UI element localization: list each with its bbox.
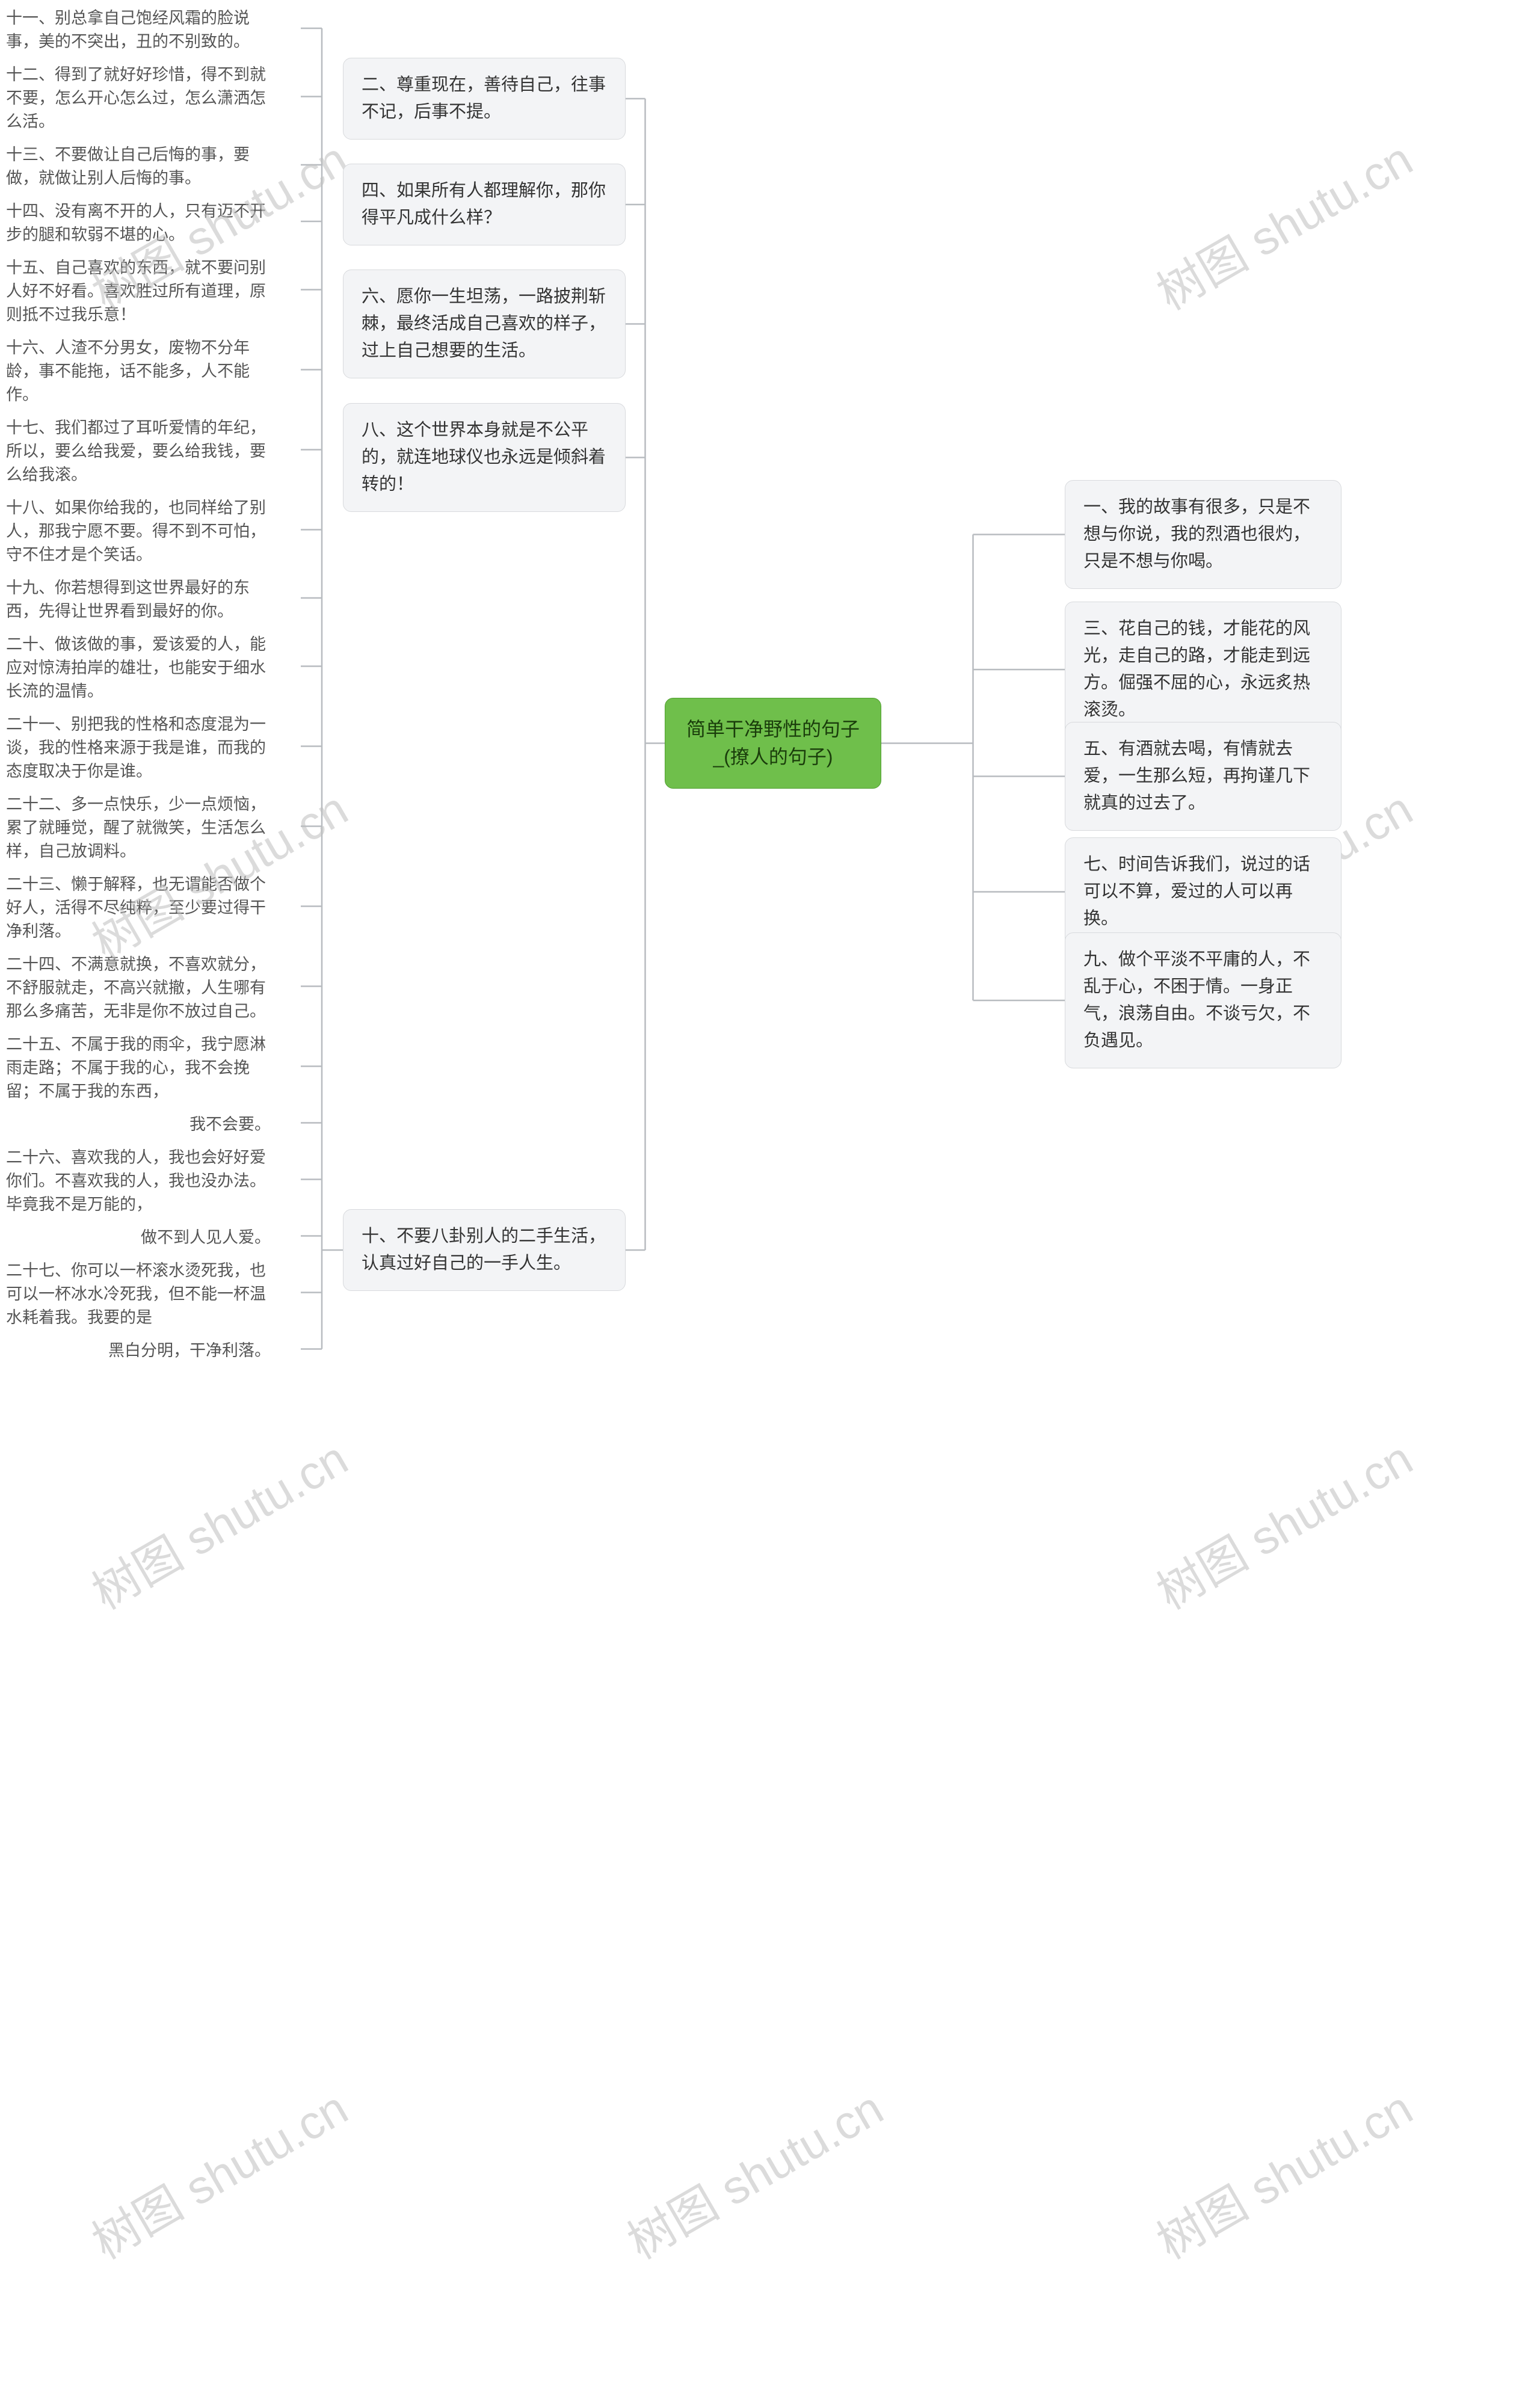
mindmap-node: 五、有酒就去喝，有情就去爱，一生那么短，再拘谨几下就真的过去了。 bbox=[1065, 722, 1341, 831]
mindmap-leaf: 二十六、喜欢我的人，我也会好好爱你们。不喜欢我的人，我也没办法。毕竟我不是万能的… bbox=[0, 1139, 277, 1219]
mindmap-node: 三、花自己的钱，才能花的风光，走自己的路，才能走到远方。倔强不屈的心，永远炙热滚… bbox=[1065, 602, 1341, 738]
mindmap-leaf: 二十五、不属于我的雨伞，我宁愿淋雨走路；不属于我的心，我不会挽留；不属于我的东西… bbox=[0, 1026, 277, 1106]
mindmap-leaf: 做不到人见人爱。 bbox=[0, 1219, 277, 1252]
mindmap-node: 六、愿你一生坦荡，一路披荆斩棘，最终活成自己喜欢的样子，过上自己想要的生活。 bbox=[343, 270, 626, 378]
mindmap-node: 九、做个平淡不平庸的人，不乱于心，不困于情。一身正气，浪荡自由。不谈亏欠，不负遇… bbox=[1065, 932, 1341, 1068]
mindmap-leaf: 十一、别总拿自己饱经风霜的脸说事，美的不突出，丑的不别致的。 bbox=[0, 0, 277, 57]
root-node: 简单干净野性的句子_(撩人的句子) bbox=[665, 698, 881, 789]
mindmap-node: 二、尊重现在，善待自己，往事不记，后事不提。 bbox=[343, 58, 626, 140]
mindmap-node: 一、我的故事有很多，只是不想与你说，我的烈酒也很灼，只是不想与你喝。 bbox=[1065, 480, 1341, 589]
mindmap-leaf: 二十、做该做的事，爱该爱的人，能应对惊涛拍岸的雄壮，也能安于细水长流的温情。 bbox=[0, 626, 277, 706]
mindmap-leaf: 二十三、懒于解释，也无谓能否做个好人，活得不尽纯粹，至少要过得干净利落。 bbox=[0, 866, 277, 946]
mindmap-leaf: 十九、你若想得到这世界最好的东西，先得让世界看到最好的你。 bbox=[0, 570, 277, 626]
mindmap-node: 十、不要八卦别人的二手生活，认真过好自己的一手人生。 bbox=[343, 1209, 626, 1291]
mindmap-leaf: 十三、不要做让自己后悔的事，要做，就做让别人后悔的事。 bbox=[0, 137, 277, 193]
watermark: 树图 shutu.cn bbox=[1143, 123, 1423, 323]
mindmap-leaf: 黑白分明，干净利落。 bbox=[0, 1332, 277, 1366]
mindmap-leaf: 十七、我们都过了耳听爱情的年纪，所以，要么给我爱，要么给我钱，要么给我滚。 bbox=[0, 410, 277, 490]
mindmap-node: 四、如果所有人都理解你，那你得平凡成什么样？ bbox=[343, 164, 626, 245]
mindmap-leaf: 二十七、你可以一杯滚水烫死我，也可以一杯冰水冷死我，但不能一杯温水耗着我。我要的… bbox=[0, 1252, 277, 1332]
mindmap-leaf: 十五、自己喜欢的东西，就不要问别人好不好看。喜欢胜过所有道理，原则抵不过我乐意！ bbox=[0, 250, 277, 330]
mindmap-leaf: 二十四、不满意就换，不喜欢就分，不舒服就走，不高兴就撤，人生哪有那么多痛苦，无非… bbox=[0, 946, 277, 1026]
mindmap-node: 七、时间告诉我们，说过的话可以不算，爱过的人可以再换。 bbox=[1065, 837, 1341, 946]
mindmap-leaf: 二十二、多一点快乐，少一点烦恼，累了就睡觉，醒了就微笑，生活怎么样，自己放调料。 bbox=[0, 786, 277, 866]
watermark: 树图 shutu.cn bbox=[78, 2072, 358, 2272]
mindmap-leaf: 十六、人渣不分男女，废物不分年龄，事不能拖，话不能多，人不能作。 bbox=[0, 330, 277, 410]
watermark: 树图 shutu.cn bbox=[614, 2072, 893, 2272]
mindmap-leaf: 我不会要。 bbox=[0, 1106, 277, 1139]
watermark: 树图 shutu.cn bbox=[78, 1422, 358, 1622]
watermark: 树图 shutu.cn bbox=[1143, 1422, 1423, 1622]
mindmap-leaf: 十四、没有离不开的人，只有迈不开步的腿和软弱不堪的心。 bbox=[0, 193, 277, 250]
watermark: 树图 shutu.cn bbox=[1143, 2072, 1423, 2272]
mindmap-canvas: 简单干净野性的句子_(撩人的句子) 树图 shutu.cn 树图 shutu.cn… bbox=[0, 0, 1540, 2381]
mindmap-leaf: 十八、如果你给我的，也同样给了别人，那我宁愿不要。得不到不可怕，守不住才是个笑话… bbox=[0, 490, 277, 570]
mindmap-node: 八、这个世界本身就是不公平的，就连地球仪也永远是倾斜着转的！ bbox=[343, 403, 626, 512]
mindmap-leaf: 二十一、别把我的性格和态度混为一谈，我的性格来源于我是谁，而我的态度取决于你是谁… bbox=[0, 706, 277, 786]
mindmap-leaf: 十二、得到了就好好珍惜，得不到就不要，怎么开心怎么过，怎么潇洒怎么活。 bbox=[0, 57, 277, 137]
